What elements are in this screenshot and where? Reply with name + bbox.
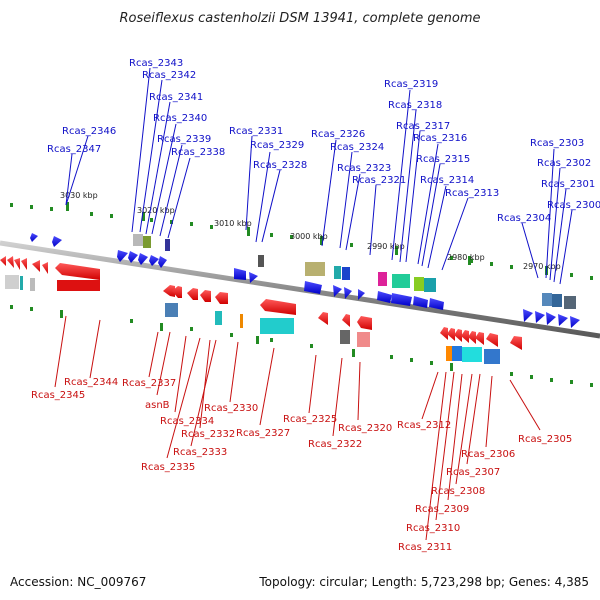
gene-label-rcas-2327: Rcas_2327 (236, 428, 290, 439)
gene-label-rcas-2314: Rcas_2314 (420, 175, 474, 186)
gene-label-rcas-2325: Rcas_2325 (283, 414, 337, 425)
gene-label-rcas-2302: Rcas_2302 (537, 158, 591, 169)
gene-label-rcas-2316: Rcas_2316 (413, 133, 467, 144)
reverse-misc-features[interactable] (5, 275, 500, 364)
tick-label-3010: 3010 kbp (214, 219, 252, 228)
gene-label-rcas-2305: Rcas_2305 (518, 434, 572, 445)
genome-backbone (0, 240, 600, 339)
reverse-gene-labels: Rcas_2345 Rcas_2344 Rcas_2337 asnB Rcas_… (31, 377, 572, 553)
accession-text: Accession: NC_009767 (10, 575, 146, 589)
forward-strand-genes[interactable] (30, 233, 580, 328)
gene-label-rcas-2332: Rcas_2332 (181, 429, 235, 440)
gene-label-rcas-2317: Rcas_2317 (396, 121, 450, 132)
gene-label-rcas-2312: Rcas_2312 (397, 420, 451, 431)
gene-label-rcas-2304: Rcas_2304 (497, 213, 551, 224)
reverse-leader-lines (54, 315, 541, 541)
gene-label-rcas-2300: Rcas_2300 (547, 200, 600, 211)
gene-label-rcas-2308: Rcas_2308 (431, 486, 485, 497)
tick-label-2970: 2970 kbp (523, 262, 561, 271)
gene-label-rcas-2330: Rcas_2330 (204, 403, 258, 414)
gene-label-rcas-2309: Rcas_2309 (415, 504, 469, 515)
gene-label-rcas-2323: Rcas_2323 (337, 163, 391, 174)
gene-label-rcas-2335: Rcas_2335 (141, 462, 195, 473)
inner-tick-rail (10, 305, 593, 387)
tick-label-3030: 3030 kbp (60, 191, 98, 200)
topology-text: Topology: circular; Length: 5,723,298 bp… (258, 575, 589, 589)
forward-leader-lines (65, 67, 573, 285)
gene-label-rcas-2340: Rcas_2340 (153, 113, 207, 124)
gene-label-rcas-2347: Rcas_2347 (47, 144, 101, 155)
gene-label-rcas-2307: Rcas_2307 (446, 467, 500, 478)
forward-gene-labels: Rcas_2343 Rcas_2342 Rcas_2341 Rcas_2340 … (47, 58, 600, 224)
map-title: Roseiflexus castenholzii DSM 13941, comp… (120, 11, 481, 26)
gene-label-rcas-2315: Rcas_2315 (416, 154, 470, 165)
gene-label-rcas-2345: Rcas_2345 (31, 390, 85, 401)
gene-label-rcas-2318: Rcas_2318 (388, 100, 442, 111)
gene-label-rcas-2319: Rcas_2319 (384, 79, 438, 90)
gene-label-asnb: asnB (145, 400, 170, 411)
gene-label-rcas-2322: Rcas_2322 (308, 439, 362, 450)
gene-label-rcas-2321: Rcas_2321 (352, 175, 406, 186)
gene-label-rcas-2331: Rcas_2331 (229, 126, 283, 137)
gene-label-rcas-2310: Rcas_2310 (406, 523, 460, 534)
tick-label-2990: 2990 kbp (367, 242, 405, 251)
gene-label-rcas-2334: Rcas_2334 (160, 416, 214, 427)
gene-label-rcas-2324: Rcas_2324 (330, 142, 384, 153)
gene-label-rcas-2346: Rcas_2346 (62, 126, 116, 137)
tick-labels: 3030 kbp 3020 kbp 3010 kbp 3000 kbp 2990… (60, 191, 561, 271)
outer-tick-rail (10, 203, 593, 280)
gene-label-rcas-2344: Rcas_2344 (64, 377, 118, 388)
tick-label-3000: 3000 kbp (290, 232, 328, 241)
gene-label-rcas-2303: Rcas_2303 (530, 138, 584, 149)
gene-label-rcas-2328: Rcas_2328 (253, 160, 307, 171)
gene-label-rcas-2311: Rcas_2311 (398, 542, 452, 553)
gene-label-rcas-2337: Rcas_2337 (122, 378, 176, 389)
forward-misc-features[interactable] (133, 234, 576, 309)
tick-label-3020: 3020 kbp (137, 206, 175, 215)
gene-label-rcas-2313: Rcas_2313 (445, 188, 499, 199)
gene-label-rcas-2341: Rcas_2341 (149, 92, 203, 103)
gene-label-rcas-2333: Rcas_2333 (173, 447, 227, 458)
gene-label-rcas-2326: Rcas_2326 (311, 129, 365, 140)
gene-label-rcas-2320: Rcas_2320 (338, 423, 392, 434)
major-ticks (60, 202, 548, 371)
gene-label-rcas-2339: Rcas_2339 (157, 134, 211, 145)
tick-label-2980: 2980 kbp (447, 253, 485, 262)
gene-label-rcas-2301: Rcas_2301 (541, 179, 595, 190)
gene-label-rcas-2306: Rcas_2306 (461, 449, 515, 460)
gene-label-rcas-2343: Rcas_2343 (129, 58, 183, 69)
gene-label-rcas-2329: Rcas_2329 (250, 140, 304, 151)
reverse-strand-genes[interactable] (0, 256, 522, 350)
gene-label-rcas-2342: Rcas_2342 (142, 70, 196, 81)
gene-label-rcas-2338: Rcas_2338 (171, 147, 225, 158)
